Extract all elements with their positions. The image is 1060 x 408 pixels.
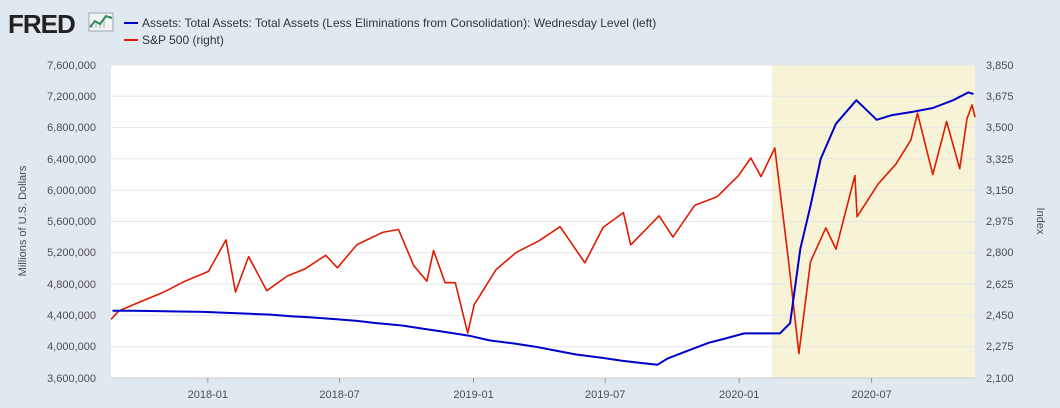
right-tick-label: 2,800 xyxy=(986,247,1014,259)
right-tick-label: 2,625 xyxy=(986,279,1014,291)
right-axis: 3,850 3,675 3,500 3,325 3,150 2,975 2,80… xyxy=(986,60,1014,385)
right-axis-title: Index xyxy=(1034,208,1046,235)
x-axis: 2018-01 2018-07 2019-01 2019-07 2020-01 … xyxy=(188,378,892,401)
x-tick-label: 2020-01 xyxy=(719,389,759,401)
right-tick-label: 2,100 xyxy=(986,373,1014,385)
right-tick-label: 2,450 xyxy=(986,310,1014,322)
left-axis-title: Millions of U.S. Dollars xyxy=(17,165,29,276)
legend-item-assets[interactable]: Assets: Total Assets: Total Assets (Less… xyxy=(124,16,656,30)
right-tick-label: 3,150 xyxy=(986,185,1014,197)
gridlines xyxy=(111,64,975,379)
fred-logo[interactable]: FRED xyxy=(8,9,114,39)
left-tick-label: 5,600,000 xyxy=(47,216,96,228)
right-tick-label: 2,275 xyxy=(986,341,1014,353)
left-tick-label: 4,400,000 xyxy=(47,310,96,322)
left-tick-label: 4,000,000 xyxy=(47,341,96,353)
left-tick-label: 5,200,000 xyxy=(47,247,96,259)
x-tick-label: 2018-01 xyxy=(188,389,228,401)
chart-legend: Assets: Total Assets: Total Assets (Less… xyxy=(124,16,656,47)
left-tick-label: 3,600,000 xyxy=(47,373,96,385)
left-tick-label: 6,800,000 xyxy=(47,122,96,134)
right-tick-label: 3,500 xyxy=(986,122,1014,134)
left-tick-label: 7,200,000 xyxy=(47,91,96,103)
fred-logo-text: FRED xyxy=(8,9,75,39)
legend-item-sp500[interactable]: S&P 500 (right) xyxy=(124,33,224,47)
right-tick-label: 3,675 xyxy=(986,91,1014,103)
x-tick-label: 2020-07 xyxy=(851,389,891,401)
x-tick-label: 2018-07 xyxy=(319,389,359,401)
right-tick-label: 3,325 xyxy=(986,154,1014,166)
x-tick-label: 2019-07 xyxy=(585,389,625,401)
left-tick-label: 6,400,000 xyxy=(47,154,96,166)
right-tick-label: 3,850 xyxy=(986,60,1014,72)
x-tick-label: 2019-01 xyxy=(453,389,493,401)
left-tick-label: 7,600,000 xyxy=(47,60,96,72)
left-tick-label: 4,800,000 xyxy=(47,279,96,291)
left-tick-label: 6,000,000 xyxy=(47,185,96,197)
chart-logo-icon xyxy=(88,12,114,32)
series-line-sp500 xyxy=(110,104,976,355)
left-axis: 7,600,000 7,200,000 6,800,000 6,400,000 … xyxy=(47,60,96,385)
right-tick-label: 2,975 xyxy=(986,216,1014,228)
legend-label-sp500: S&P 500 (right) xyxy=(142,33,224,47)
legend-label-assets: Assets: Total Assets: Total Assets (Less… xyxy=(142,16,656,30)
series-line-assets xyxy=(112,91,974,366)
